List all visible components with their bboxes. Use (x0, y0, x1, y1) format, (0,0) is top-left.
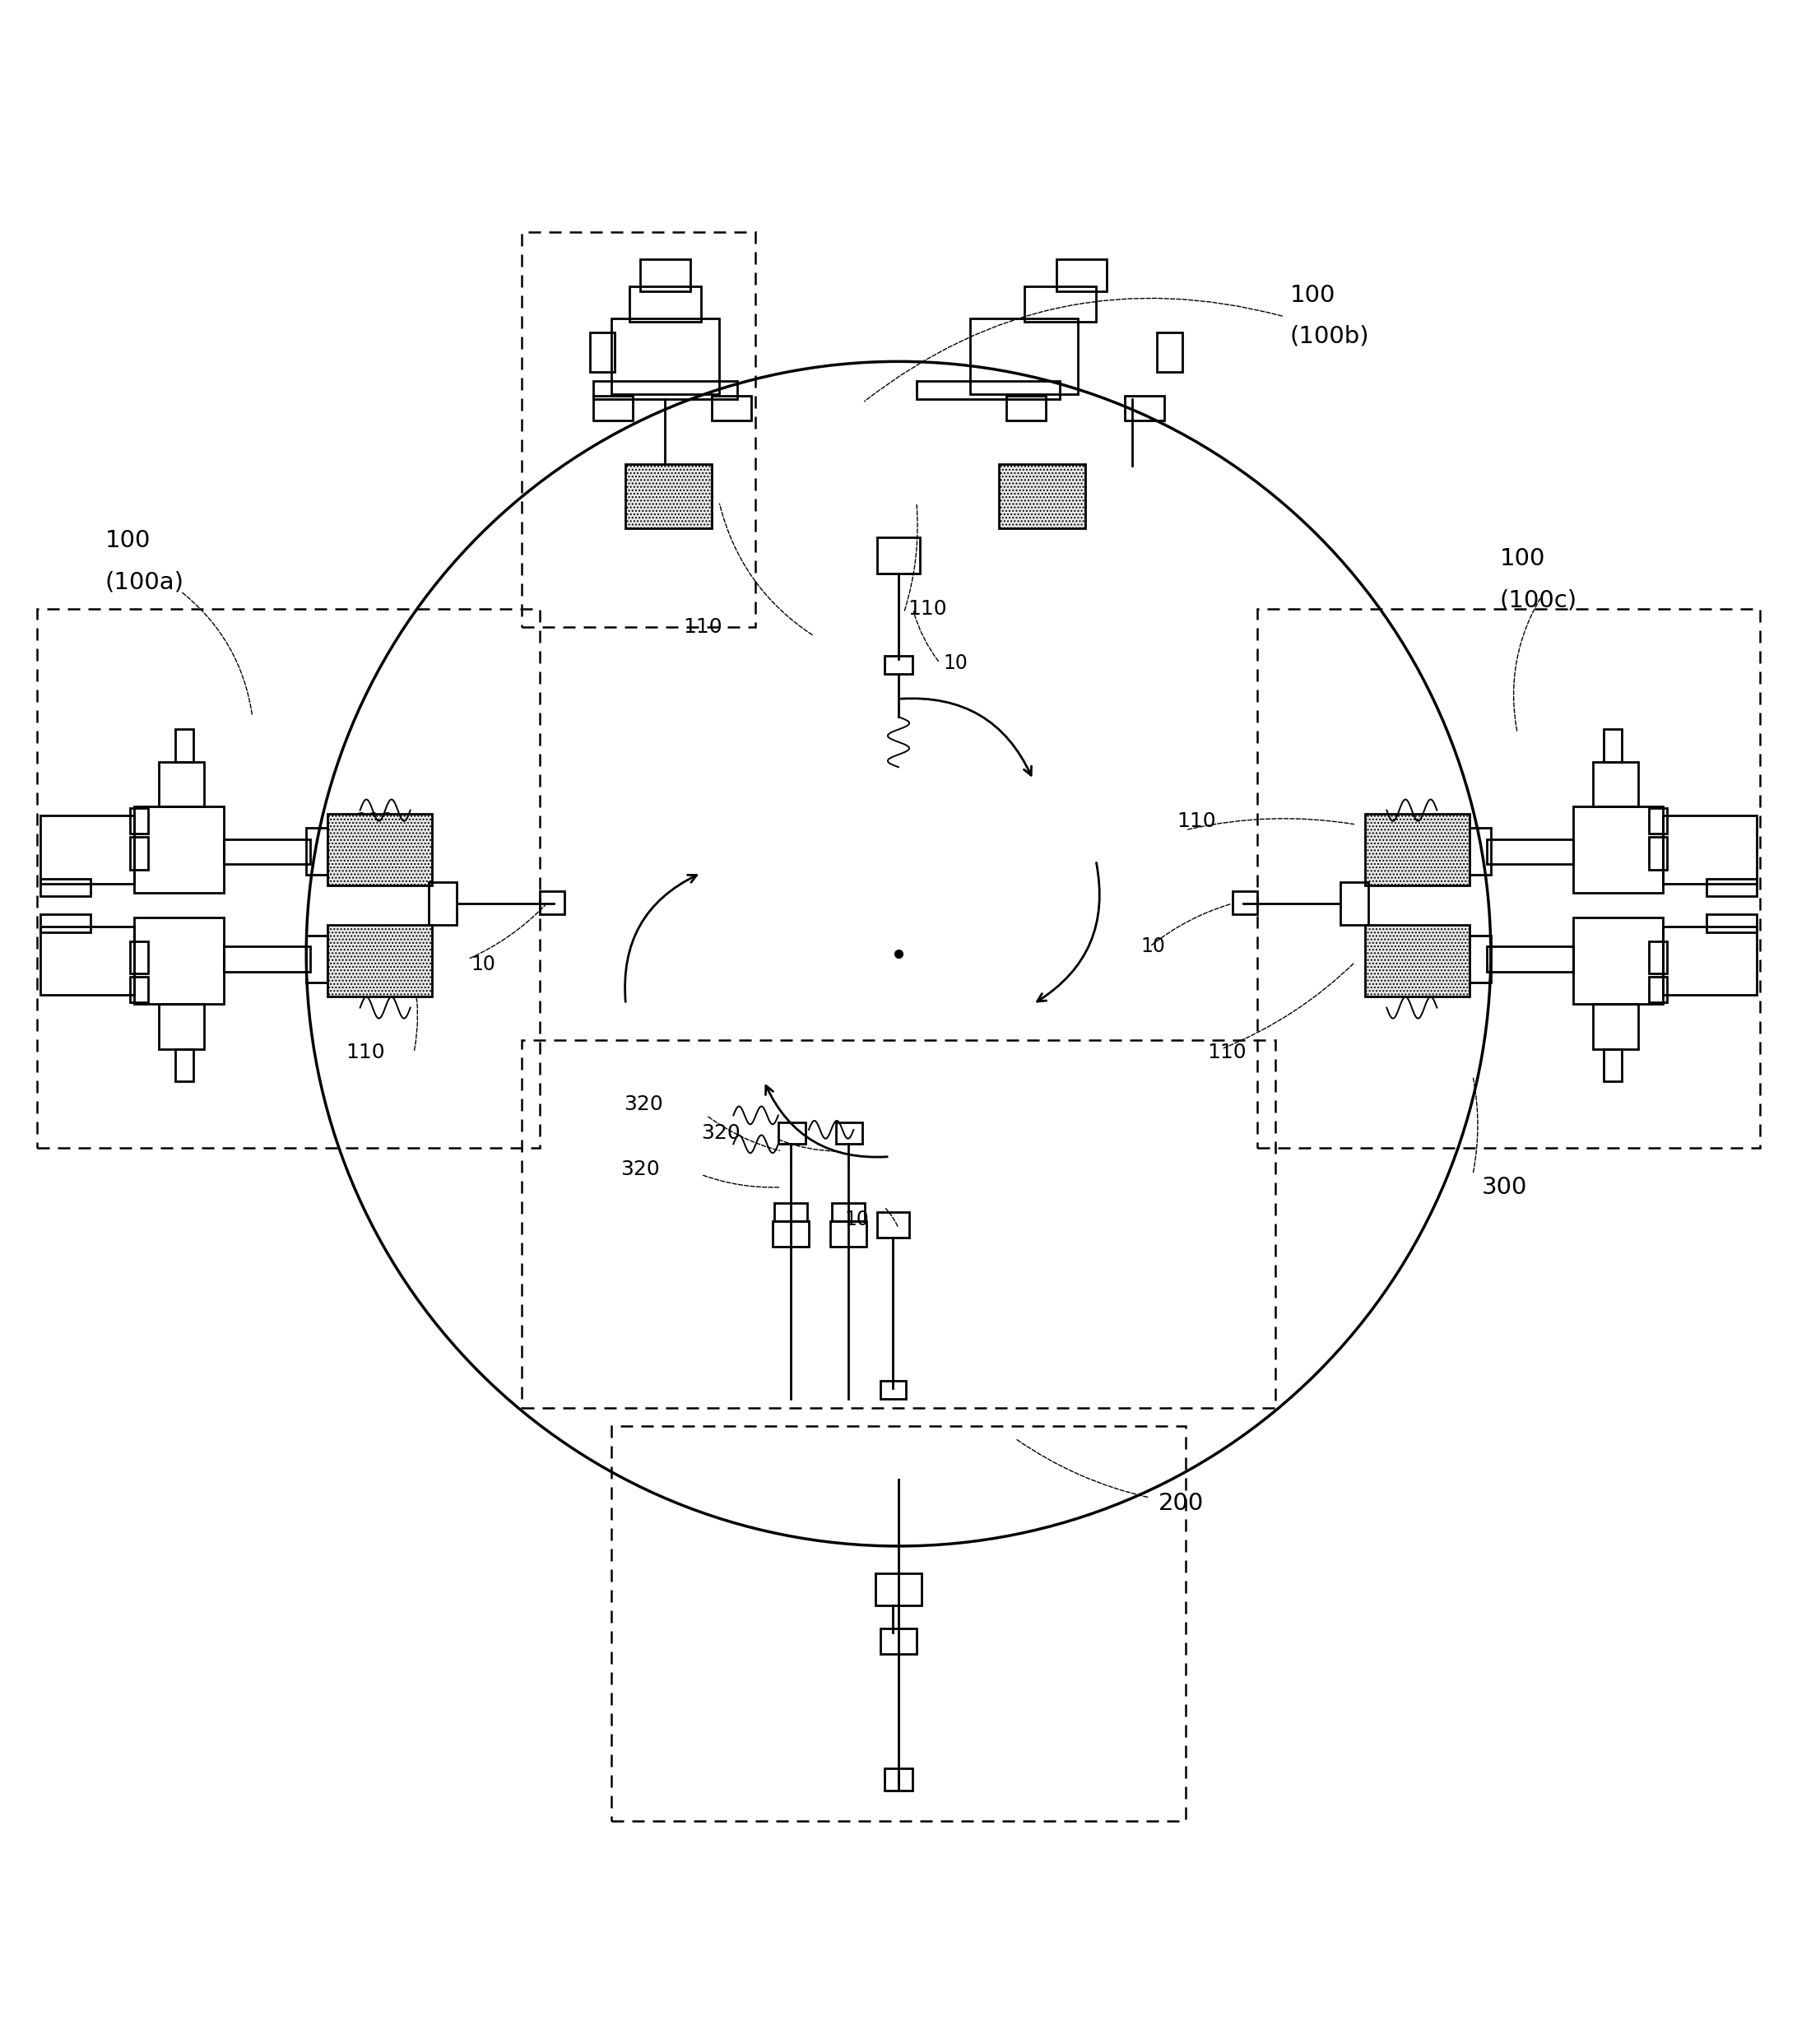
Bar (41, 816, 135, 883)
Text: 320: 320 (624, 1096, 663, 1114)
Bar (1488, 946, 1574, 971)
Bar (1662, 816, 1756, 883)
Bar (593, 397, 633, 421)
Bar (1574, 918, 1662, 1004)
Bar (131, 977, 149, 1002)
Bar (712, 397, 751, 421)
Bar (305, 828, 327, 875)
Text: 10: 10 (943, 654, 969, 672)
Bar (327, 814, 431, 885)
Bar (1125, 397, 1164, 421)
Text: 320: 320 (701, 1124, 740, 1143)
Text: 110: 110 (1208, 1042, 1247, 1063)
Bar (1648, 838, 1666, 869)
Bar (593, 382, 737, 399)
Bar (773, 1220, 809, 1247)
Bar (1594, 762, 1637, 807)
Bar (832, 1204, 864, 1220)
Bar (625, 464, 712, 529)
Text: (100b): (100b) (1290, 325, 1369, 347)
Text: 10: 10 (471, 955, 496, 975)
Bar (778, 1122, 805, 1145)
Text: 10: 10 (1141, 936, 1166, 957)
Bar (1157, 333, 1182, 372)
Bar (1605, 1049, 1621, 1081)
Text: 100: 100 (1290, 284, 1335, 307)
Bar (41, 879, 92, 897)
Text: 110: 110 (345, 1042, 385, 1063)
Bar (327, 926, 431, 997)
Bar (1662, 926, 1756, 995)
Bar (629, 286, 701, 323)
Bar (176, 1049, 192, 1081)
Bar (160, 1004, 203, 1049)
Bar (1366, 926, 1470, 997)
Text: 110: 110 (1177, 811, 1217, 830)
Bar (1594, 1004, 1637, 1049)
Bar (1233, 891, 1258, 914)
Bar (1648, 977, 1666, 1002)
Text: 110: 110 (354, 811, 394, 830)
Bar (970, 319, 1078, 394)
Bar (428, 883, 456, 926)
Bar (305, 936, 327, 983)
Text: 110: 110 (683, 617, 722, 638)
Bar (131, 809, 149, 834)
Bar (223, 838, 309, 865)
Bar (877, 1212, 909, 1237)
Bar (41, 914, 92, 932)
Bar (775, 1204, 807, 1220)
Bar (1024, 286, 1096, 323)
Text: 10: 10 (845, 1210, 870, 1228)
Bar (1705, 879, 1756, 897)
Bar (1574, 807, 1662, 893)
Bar (1057, 260, 1107, 292)
Bar (1366, 814, 1470, 885)
Bar (1648, 940, 1666, 973)
Bar (589, 333, 615, 372)
Bar (1341, 883, 1369, 926)
Bar (611, 319, 719, 394)
Bar (877, 538, 920, 572)
Bar (836, 1122, 863, 1145)
Bar (916, 382, 1060, 399)
Bar (1488, 838, 1574, 865)
Bar (176, 730, 192, 762)
Text: 100: 100 (1500, 548, 1545, 570)
Bar (1648, 809, 1666, 834)
Text: (100c): (100c) (1500, 589, 1578, 611)
Bar (999, 464, 1085, 529)
Bar (160, 762, 203, 807)
Bar (41, 926, 135, 995)
Bar (131, 940, 149, 973)
Bar (1705, 914, 1756, 932)
Bar (135, 918, 223, 1004)
Bar (884, 656, 913, 675)
Text: 100: 100 (106, 529, 151, 552)
Bar (131, 838, 149, 869)
Text: 300: 300 (1483, 1175, 1527, 1198)
Bar (875, 1574, 922, 1605)
Bar (1605, 730, 1621, 762)
Bar (1006, 397, 1046, 421)
Bar (640, 260, 690, 292)
Bar (539, 891, 564, 914)
Text: 110: 110 (907, 599, 947, 619)
Bar (881, 1382, 906, 1398)
Bar (1470, 828, 1492, 875)
Bar (135, 807, 223, 893)
Bar (830, 1220, 866, 1247)
Bar (1470, 936, 1492, 983)
Bar (884, 1768, 913, 1791)
Text: (100a): (100a) (106, 570, 185, 593)
Text: 320: 320 (620, 1159, 659, 1179)
Bar (881, 1629, 916, 1654)
Text: 200: 200 (1159, 1492, 1204, 1515)
Bar (223, 946, 309, 971)
